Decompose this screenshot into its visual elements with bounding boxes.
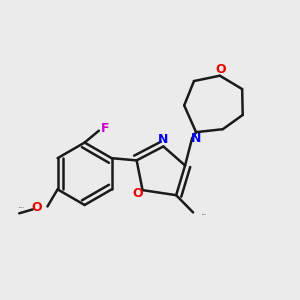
Text: O: O xyxy=(32,202,42,214)
Text: N: N xyxy=(191,132,201,145)
Text: O: O xyxy=(215,63,226,76)
Text: N: N xyxy=(158,134,169,146)
Text: methyl: methyl xyxy=(201,214,206,215)
Text: F: F xyxy=(101,122,110,135)
Text: methoxy: methoxy xyxy=(19,207,26,208)
Text: O: O xyxy=(132,187,142,200)
